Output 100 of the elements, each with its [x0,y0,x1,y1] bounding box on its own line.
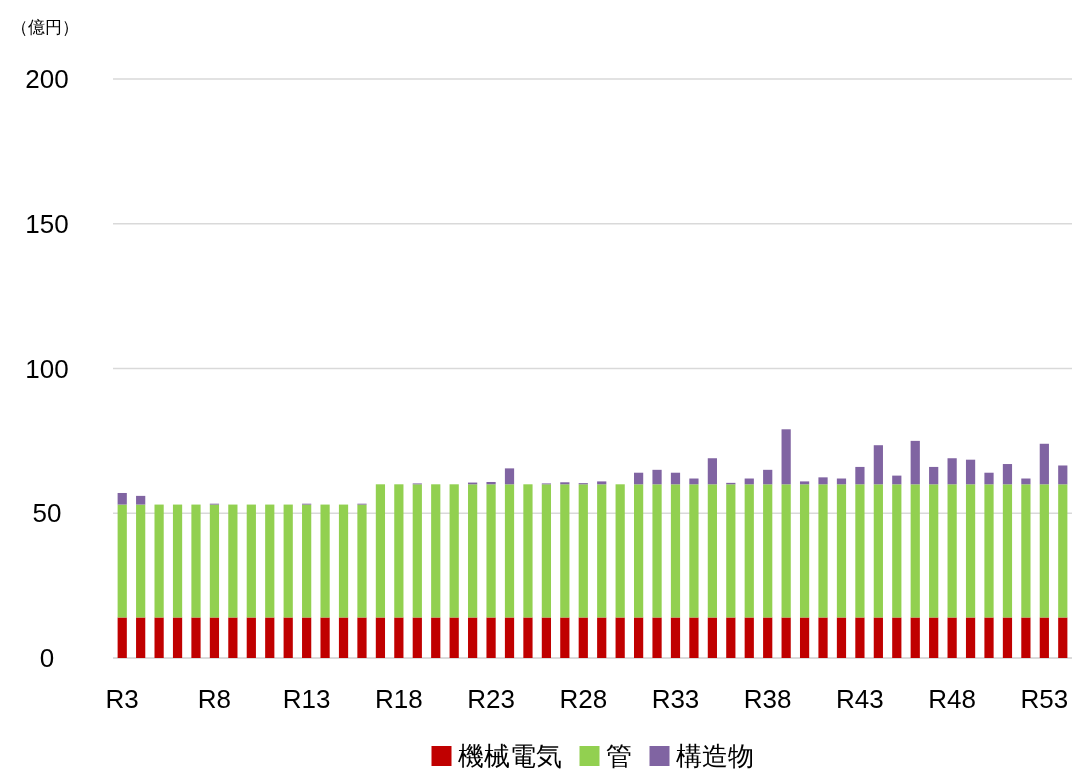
bar [836,484,847,618]
bar [781,429,791,485]
bar [154,617,164,658]
bar [597,484,607,618]
bar [763,617,773,658]
bar [947,458,957,485]
bar [283,504,293,618]
bar [965,484,976,618]
bar [818,484,828,618]
bar [892,484,902,618]
bar [468,617,478,658]
bar [707,617,717,658]
bar [984,617,994,658]
bar [578,484,588,618]
x-tick-label: R38 [743,684,792,714]
bar [652,484,662,618]
bar [302,617,312,658]
bar [560,484,570,618]
bar [781,484,791,618]
bar [560,482,570,485]
bar [873,617,883,658]
bar [929,484,939,618]
bar [320,504,330,618]
bar [947,617,957,658]
bar [504,617,515,658]
bar [1002,484,1013,618]
bar [670,484,681,618]
bar [449,617,459,658]
bar [1021,478,1031,485]
bar [136,495,146,505]
x-tick-label: R43 [836,684,884,714]
bar [541,617,552,658]
bar [523,484,533,618]
x-tick-label: R53 [1020,684,1069,714]
bar [634,484,644,618]
bar [726,617,736,658]
x-tick-label: R8 [197,684,232,714]
bar [228,504,238,618]
bar [799,617,810,658]
bar [1039,617,1049,658]
x-tick-label: R48 [928,684,976,714]
y-tick-label: 150 [25,208,69,239]
bar [357,504,367,618]
bar [449,484,459,618]
bar [117,504,127,618]
bar [486,484,496,618]
bar [836,617,847,658]
bar [246,504,256,618]
bar [172,617,183,658]
bar [910,617,920,658]
bar [855,466,865,485]
bar [191,617,201,658]
bar [929,617,939,658]
bar [1002,617,1013,658]
bar [431,617,441,658]
bar [431,484,441,618]
y-tick-label: 200 [25,64,69,94]
bar [1039,484,1049,618]
bar [929,466,939,485]
bar [486,617,496,658]
x-tick-label: R23 [467,684,515,714]
y-tick-label: 0 [39,643,55,673]
bar [154,504,164,618]
bar [394,617,404,658]
x-tick-label: R33 [651,684,700,714]
legend-label: 構造物 [675,741,754,771]
bar [320,617,330,658]
bar [707,484,717,618]
bar [947,484,957,618]
bar [965,617,976,658]
bar [799,481,810,485]
bar [1021,484,1031,618]
bar [763,484,773,618]
bar [652,469,662,485]
bar [984,472,994,485]
bar [726,484,736,618]
bar [615,617,625,658]
bar [191,504,201,618]
x-tick-label: R28 [559,684,608,714]
y-axis-title: （億円） [11,18,79,37]
bar [283,617,293,658]
bar [744,617,754,658]
bar [394,484,404,618]
bar [117,617,127,658]
bar [670,617,681,658]
bar [652,617,662,658]
bar [302,504,312,618]
bar [357,617,367,658]
y-tick-label: 50 [32,498,62,529]
bar [689,617,699,658]
bar [615,484,625,618]
bar [670,472,681,485]
bar [560,617,570,658]
bar [873,484,883,618]
bar [597,617,607,658]
bar [984,484,994,618]
bar [209,504,220,618]
bar [172,504,183,618]
x-tick-label: R13 [282,684,331,714]
legend-label: 管 [605,741,632,771]
